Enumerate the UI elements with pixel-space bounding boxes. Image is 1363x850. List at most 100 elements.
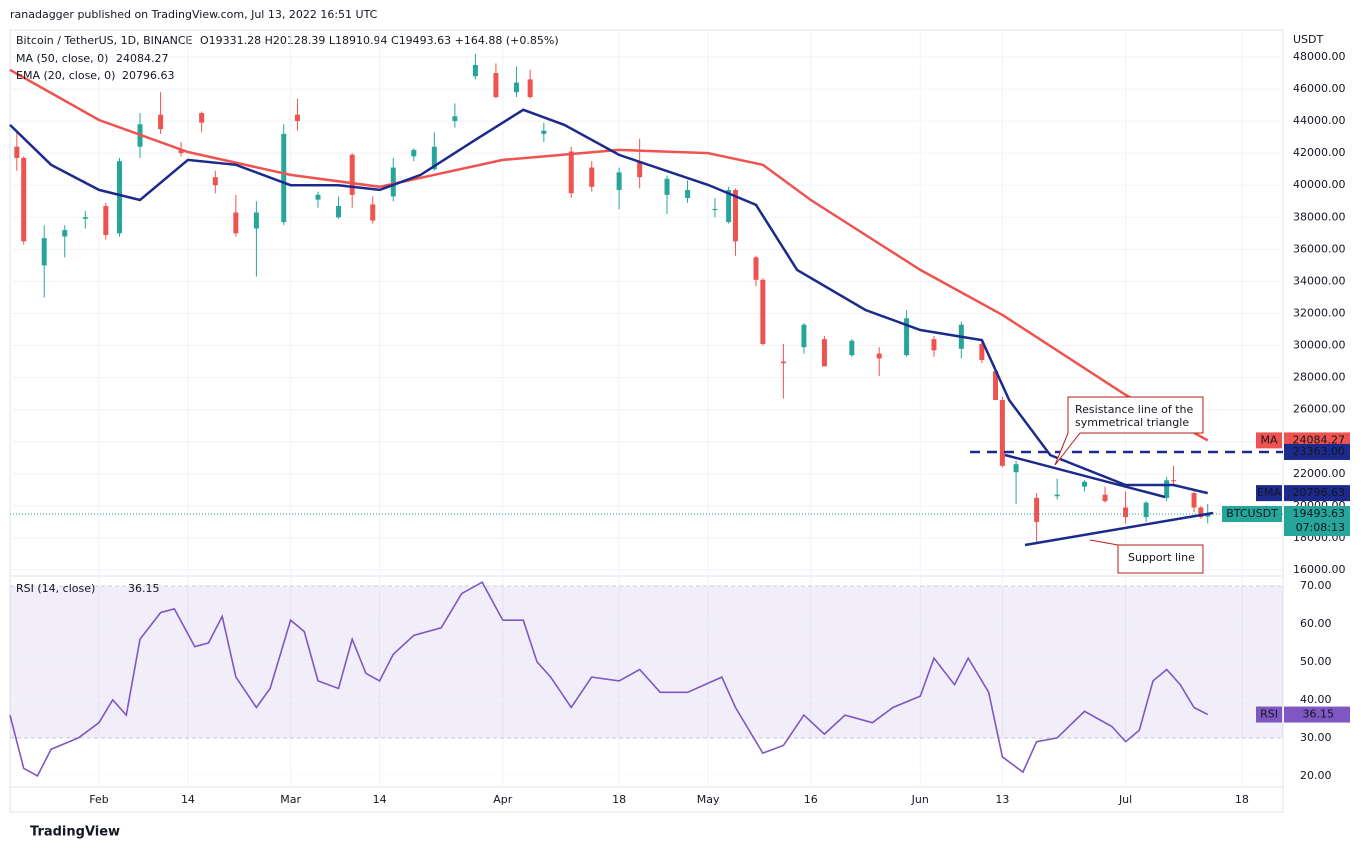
y-tick-label: 16000.00: [1293, 563, 1346, 576]
countdown: 07:08:13: [1296, 521, 1345, 534]
legend-value: 24084.27: [116, 52, 169, 65]
rsi-tag-name: RSI: [1260, 708, 1278, 721]
rsi-tick-label: 50.00: [1300, 655, 1332, 668]
legend-name: MA (50, close, 0): [16, 52, 108, 65]
header: ranadagger published on TradingView.com,…: [10, 8, 378, 21]
candle-body: [103, 206, 109, 235]
candle-body: [281, 133, 287, 223]
level-tag: [1284, 443, 1350, 460]
candle-body: [158, 114, 164, 130]
tag-name: MA: [1260, 433, 1277, 446]
x-tick-label: 14: [181, 793, 195, 806]
x-tick-label: 18: [1235, 793, 1249, 806]
callout-box: [1089, 539, 1204, 574]
x-tick-label: Jun: [911, 793, 929, 806]
candle-body: [493, 72, 499, 98]
annotation: Support line: [1128, 551, 1195, 564]
candle-body: [541, 130, 547, 134]
candle-body: [616, 172, 622, 191]
level-label: 23363.00: [1293, 445, 1346, 458]
footer-logo: TradingView: [30, 825, 120, 840]
candle-body: [233, 212, 239, 234]
y-tick-label: 34000.00: [1293, 274, 1346, 287]
candle-body: [1054, 494, 1060, 497]
y-tick-label: 42000.00: [1293, 146, 1346, 159]
rsi-legend-value: 36.15: [128, 582, 160, 595]
rsi-tag-value-box: [1284, 706, 1350, 723]
y-tick-label: 48000.00: [1293, 50, 1346, 63]
tag-value: 20796.63: [1293, 486, 1346, 499]
rsi-tick-label: 20.00: [1300, 769, 1332, 782]
y-tick-label: 44000.00: [1293, 114, 1346, 127]
x-tick-label: 18: [612, 793, 626, 806]
candle-body: [253, 212, 259, 229]
tag-box: [1256, 485, 1282, 502]
y-tick-label: 26000.00: [1293, 403, 1346, 416]
candle-body: [732, 190, 738, 242]
y-tick-label: 36000.00: [1293, 242, 1346, 255]
y-tick-label: 40000.00: [1293, 178, 1346, 191]
candle-body: [753, 257, 759, 280]
tag-value-box: [1284, 485, 1350, 502]
candle-body: [1143, 502, 1149, 518]
candle-body: [979, 343, 985, 360]
x-tick-label: Mar: [280, 793, 301, 806]
last-tag: [1222, 506, 1282, 523]
x-tick-label: Apr: [493, 793, 513, 806]
candle-body: [999, 400, 1005, 466]
rsi-tick-label: 30.00: [1300, 731, 1332, 744]
candle-body: [452, 116, 458, 122]
candle-body: [821, 339, 827, 367]
candle-body: [993, 371, 999, 401]
y-tick-label: 30000.00: [1293, 339, 1346, 352]
candle-body: [472, 64, 478, 77]
rsi-tick-label: 40.00: [1300, 693, 1332, 706]
candle-body: [1205, 514, 1211, 517]
support-line: [1024, 511, 1214, 547]
callout-box: [1054, 396, 1204, 466]
candle-body: [931, 339, 937, 351]
candle-body: [62, 230, 68, 237]
candle-body: [513, 82, 519, 93]
candle-body: [1082, 481, 1088, 487]
rsi-tick-label: 60.00: [1300, 617, 1332, 630]
x-tick-label: Jul: [1118, 793, 1132, 806]
tag-value: 24084.27: [1293, 433, 1346, 446]
candle-body: [527, 79, 533, 98]
candle-body: [14, 146, 20, 158]
resistance-line: [1004, 453, 1166, 499]
candle-body: [849, 340, 855, 356]
rsi-line: [9, 581, 1209, 777]
candle-body: [1198, 507, 1204, 518]
tag-name: EMA: [1257, 486, 1281, 499]
candle-body: [1170, 480, 1176, 482]
candle-body: [349, 154, 355, 195]
y-tick-label: 38000.00: [1293, 210, 1346, 223]
last-tag-name: BTCUSDT: [1226, 507, 1278, 520]
ma-line: [9, 108, 1208, 495]
y-tick-label: 32000.00: [1293, 306, 1346, 319]
candle-body: [178, 149, 184, 154]
y-tick-label: 22000.00: [1293, 467, 1346, 480]
candle-body: [315, 194, 321, 200]
last-tag-value-box: [1284, 506, 1350, 537]
candle-body: [117, 161, 123, 234]
candle-body: [780, 361, 786, 364]
candle-body: [801, 324, 807, 348]
legend-value: 20796.63: [122, 69, 175, 82]
candle-body: [712, 208, 718, 211]
candle-body: [637, 161, 643, 178]
candle-body: [411, 149, 417, 157]
annotation-line: symmetrical triangle: [1075, 416, 1189, 429]
candle-body: [370, 204, 376, 221]
rsi-tag: [1256, 706, 1282, 723]
candle-body: [336, 206, 342, 218]
candle-body: [1191, 493, 1197, 508]
annotation: Resistance line of the symmetrical triang…: [1075, 403, 1194, 429]
annotation-line: Resistance line of the: [1075, 403, 1194, 416]
legend-symbol: Bitcoin / TetherUS, 1D, BINANCE: [16, 34, 193, 47]
candle-body: [904, 318, 910, 356]
candle-body: [589, 167, 595, 187]
candle-body: [1123, 507, 1129, 518]
